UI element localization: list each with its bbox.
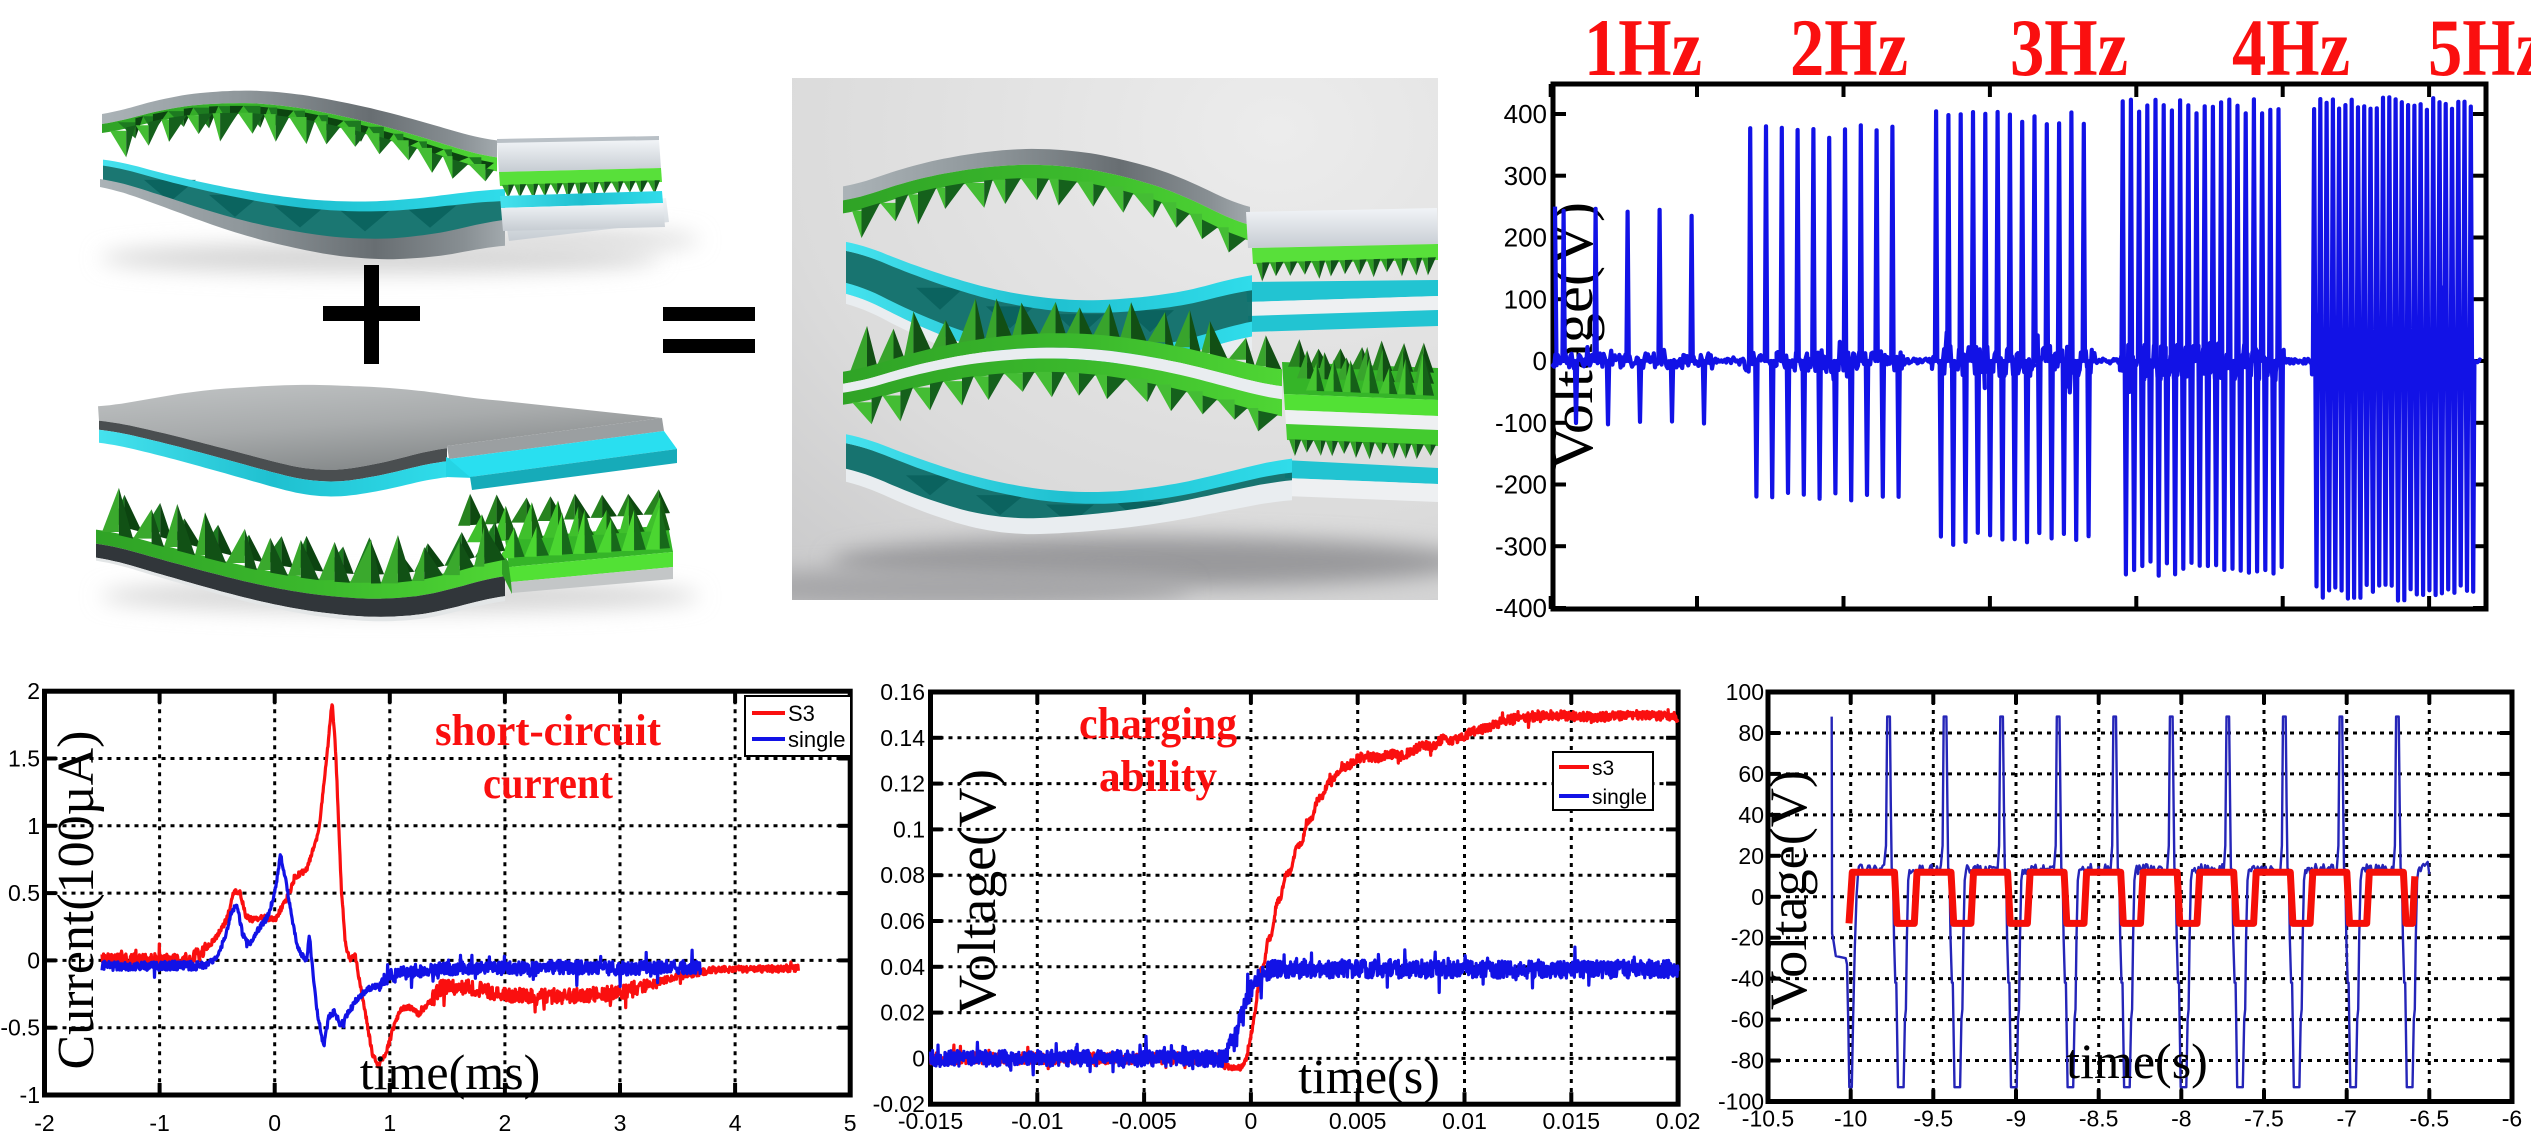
svg-text:0.14: 0.14 [880, 725, 925, 751]
svg-text:80: 80 [1738, 720, 1764, 746]
svg-text:-0.01: -0.01 [1011, 1108, 1063, 1134]
svg-text:1Hz: 1Hz [1584, 2, 1702, 93]
svg-text:-10: -10 [1834, 1106, 1867, 1132]
svg-text:0.005: 0.005 [1329, 1108, 1387, 1134]
svg-text:single: single [788, 727, 845, 752]
svg-text:current: current [483, 759, 613, 808]
svg-text:-60: -60 [1731, 1007, 1764, 1033]
svg-text:Voltage(V): Voltage(V) [947, 769, 1007, 1015]
svg-text:100: 100 [1726, 679, 1764, 705]
svg-text:time(s): time(s) [2066, 1033, 2208, 1089]
svg-text:1: 1 [383, 1110, 396, 1134]
svg-text:0: 0 [1533, 346, 1547, 376]
svg-text:-0.015: -0.015 [898, 1108, 963, 1134]
svg-text:-100: -100 [1718, 1089, 1764, 1115]
svg-text:60: 60 [1738, 761, 1764, 787]
svg-text:-2: -2 [34, 1110, 54, 1134]
svg-text:400: 400 [1504, 99, 1547, 129]
svg-text:300: 300 [1504, 161, 1547, 191]
svg-text:0: 0 [268, 1110, 281, 1134]
svg-text:4: 4 [729, 1110, 742, 1134]
svg-text:20: 20 [1738, 843, 1764, 869]
svg-text:0.08: 0.08 [880, 862, 925, 888]
svg-text:-1: -1 [20, 1082, 40, 1108]
svg-text:4Hz: 4Hz [2232, 2, 2350, 93]
svg-text:-7: -7 [2336, 1106, 2356, 1132]
svg-text:-6: -6 [2502, 1106, 2522, 1132]
svg-text:0: 0 [27, 947, 40, 973]
svg-text:5: 5 [844, 1110, 857, 1134]
svg-text:100: 100 [1504, 284, 1547, 314]
svg-text:40: 40 [1738, 802, 1764, 828]
svg-text:time(s): time(s) [1298, 1048, 1440, 1104]
svg-text:1: 1 [27, 813, 40, 839]
svg-text:Current(100µA): Current(100µA) [48, 731, 105, 1070]
svg-text:-0.5: -0.5 [0, 1015, 40, 1041]
svg-text:0.06: 0.06 [880, 908, 925, 934]
svg-text:0: 0 [1245, 1108, 1258, 1134]
svg-text:0.02: 0.02 [880, 1000, 925, 1026]
svg-text:2: 2 [27, 678, 40, 704]
svg-text:0.01: 0.01 [1442, 1108, 1487, 1134]
svg-text:time(ms): time(ms) [360, 1044, 541, 1100]
svg-text:-9: -9 [2006, 1106, 2026, 1132]
svg-text:200: 200 [1504, 223, 1547, 253]
svg-text:-8: -8 [2171, 1106, 2191, 1132]
svg-text:0.12: 0.12 [880, 771, 925, 797]
svg-text:0.1: 0.1 [893, 816, 925, 842]
svg-text:-1: -1 [149, 1110, 169, 1134]
svg-text:0.04: 0.04 [880, 954, 925, 980]
svg-text:-200: -200 [1495, 470, 1547, 500]
svg-text:s3: s3 [1592, 757, 1614, 780]
svg-text:-6.5: -6.5 [2410, 1106, 2450, 1132]
svg-text:2Hz: 2Hz [1790, 2, 1908, 93]
svg-text:-8.5: -8.5 [2079, 1106, 2119, 1132]
svg-text:1.5: 1.5 [8, 746, 40, 772]
svg-text:3Hz: 3Hz [2010, 2, 2128, 93]
svg-text:short-circuit: short-circuit [435, 706, 661, 755]
svg-text:S3: S3 [788, 701, 815, 726]
svg-text:-9.5: -9.5 [1914, 1106, 1954, 1132]
svg-text:-0.02: -0.02 [873, 1091, 925, 1117]
svg-text:3: 3 [614, 1110, 627, 1134]
svg-text:-300: -300 [1495, 531, 1547, 561]
svg-text:0.16: 0.16 [880, 679, 925, 705]
svg-text:0.5: 0.5 [8, 880, 40, 906]
svg-text:-20: -20 [1731, 925, 1764, 951]
svg-text:0: 0 [1751, 884, 1764, 910]
svg-text:-0.005: -0.005 [1111, 1108, 1176, 1134]
svg-text:charging: charging [1079, 699, 1237, 748]
svg-text:0.015: 0.015 [1543, 1108, 1601, 1134]
svg-text:-100: -100 [1495, 408, 1547, 438]
svg-text:0.02: 0.02 [1656, 1108, 1701, 1134]
svg-text:-7.5: -7.5 [2244, 1106, 2284, 1132]
svg-text:-400: -400 [1495, 593, 1547, 623]
svg-text:ability: ability [1099, 752, 1217, 801]
svg-text:0: 0 [912, 1045, 925, 1071]
svg-text:single: single [1592, 786, 1647, 809]
svg-text:-80: -80 [1731, 1048, 1764, 1074]
svg-text:5Hz: 5Hz [2428, 2, 2531, 93]
svg-text:Voltage(V): Voltage(V) [1760, 770, 1818, 1010]
svg-text:-10.5: -10.5 [1742, 1106, 1794, 1132]
svg-text:-40: -40 [1731, 966, 1764, 992]
svg-text:2: 2 [499, 1110, 512, 1134]
